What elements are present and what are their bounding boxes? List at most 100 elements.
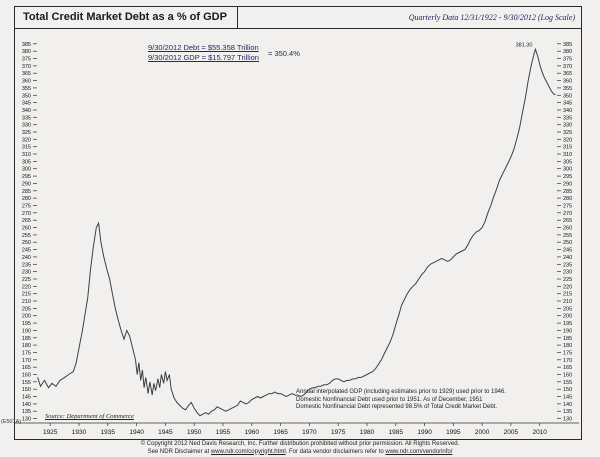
y-tick-label: 350 (563, 93, 572, 99)
y-tick-label: 345 (563, 101, 572, 107)
chart-frame: Total Credit Market Debt as a % of GDP Q… (14, 6, 582, 440)
y-tick-label: 230 (563, 270, 572, 276)
x-tick-label: 1995 (446, 429, 461, 436)
y-tick-label: 380 (563, 49, 572, 55)
y-tick-label: 310 (22, 152, 31, 158)
y-tick-label: 220 (563, 284, 572, 290)
y-tick-label: 330 (563, 123, 572, 129)
x-tick-label: 1940 (129, 429, 144, 436)
y-tick-label: 335 (22, 115, 31, 121)
debt-gdp-lines: 9/30/2012 Debt = $55.358 Trillion 9/30/2… (148, 43, 259, 63)
x-tick-label: 1990 (417, 429, 432, 436)
debt-gdp-ratio-label: = 350.4% (267, 48, 300, 58)
chart-header: Total Credit Market Debt as a % of GDP Q… (15, 7, 581, 29)
y-tick-label: 215 (22, 292, 31, 298)
copyright-link[interactable]: www.ndr.com/copyright.html (210, 448, 286, 455)
y-tick-label: 260 (563, 226, 572, 232)
y-tick-label: 280 (22, 196, 31, 202)
y-tick-label: 300 (22, 167, 31, 173)
y-tick-label: 185 (563, 336, 572, 342)
y-tick-label: 375 (22, 57, 31, 63)
y-tick-label: 165 (563, 365, 572, 371)
chart-subtitle: Quarterly Data 12/31/1922 - 9/30/2012 (L… (408, 13, 575, 22)
y-tick-label: 255 (563, 233, 572, 239)
y-tick-label: 240 (22, 255, 31, 261)
y-tick-label: 225 (563, 277, 572, 283)
y-tick-label: 145 (22, 395, 31, 401)
y-tick-label: 310 (563, 152, 572, 158)
y-tick-label: 275 (22, 204, 31, 210)
y-tick-label: 340 (563, 108, 572, 114)
y-tick-label: 330 (22, 123, 31, 129)
x-tick-label: 2000 (475, 429, 490, 436)
y-tick-label: 235 (563, 262, 572, 268)
y-tick-label: 335 (563, 115, 572, 121)
x-tick-label: 1985 (389, 429, 404, 436)
source-label: Source: Department of Commerce (45, 413, 134, 420)
y-tick-label: 200 (22, 314, 31, 320)
y-tick-label: 275 (563, 204, 572, 210)
vendorinfo-link[interactable]: www.ndr.com/vendorinfo/ (385, 448, 453, 455)
y-tick-label: 325 (22, 130, 31, 136)
x-tick-label: 1945 (158, 429, 173, 436)
y-tick-label: 150 (563, 387, 572, 393)
y-tick-label: 385 (563, 42, 572, 48)
y-tick-label: 205 (563, 306, 572, 312)
y-tick-label: 385 (22, 42, 31, 48)
x-tick-label: 1970 (302, 429, 317, 436)
y-tick-label: 270 (22, 211, 31, 217)
gdp-value-label: 9/30/2012 GDP = $15.797 Trillion (148, 53, 259, 62)
y-tick-label: 295 (22, 174, 31, 180)
x-tick-label: 2005 (504, 429, 519, 436)
copyright-line: © Copyright 2012 Ned Davis Research, Inc… (140, 441, 460, 447)
y-tick-label: 295 (563, 174, 572, 180)
y-tick-label: 195 (22, 321, 31, 327)
y-tick-label: 250 (22, 240, 31, 246)
x-tick-label: 2010 (532, 429, 547, 436)
y-tick-label: 265 (563, 218, 572, 224)
y-tick-label: 265 (22, 218, 31, 224)
y-tick-label: 135 (563, 409, 572, 415)
x-tick-label: 1965 (273, 429, 288, 436)
y-tick-label: 215 (563, 292, 572, 298)
y-tick-label: 325 (563, 130, 572, 136)
y-tick-label: 185 (22, 336, 31, 342)
x-tick-label: 1960 (245, 429, 260, 436)
y-tick-label: 270 (563, 211, 572, 217)
y-tick-label: 290 (22, 181, 31, 187)
y-tick-label: 180 (563, 343, 572, 349)
y-tick-label: 245 (22, 248, 31, 254)
x-tick-label: 1935 (101, 429, 116, 436)
chart-title: Total Credit Market Debt as a % of GDP (23, 11, 227, 23)
y-tick-label: 195 (563, 321, 572, 327)
y-tick-label: 190 (22, 328, 31, 334)
y-tick-label: 175 (22, 351, 31, 357)
y-tick-label: 200 (563, 314, 572, 320)
y-tick-label: 375 (563, 57, 572, 63)
y-tick-label: 155 (22, 380, 31, 386)
peak-value-label: 381.30 (516, 42, 533, 48)
y-tick-label: 145 (563, 395, 572, 401)
y-tick-label: 245 (563, 248, 572, 254)
y-tick-label: 140 (563, 402, 572, 408)
x-tick-label: 1950 (187, 429, 202, 436)
note-line-3: Domestic Nonfinancial Debt represented 9… (296, 404, 497, 410)
y-tick-label: 370 (22, 64, 31, 70)
y-tick-label: 320 (563, 137, 572, 143)
debt-value-label: 9/30/2012 Debt = $55.358 Trillion (148, 43, 259, 52)
y-tick-label: 380 (22, 49, 31, 55)
chart-body: 130 130 135 135 140 140 145 145 150 150 155 155 160 1… (15, 29, 581, 437)
y-tick-label: 315 (563, 145, 572, 151)
y-tick-label: 355 (563, 86, 572, 92)
y-tick-label: 160 (22, 373, 31, 379)
note-line-2: Domestic Nonfinancial Debt used prior to… (296, 396, 483, 403)
y-tick-label: 140 (22, 402, 31, 408)
y-tick-label: 340 (22, 108, 31, 114)
y-tick-label: 130 (22, 417, 31, 423)
chart-title-box: Total Credit Market Debt as a % of GDP (15, 7, 238, 28)
y-tick-label: 305 (22, 159, 31, 165)
y-tick-label: 365 (22, 71, 31, 77)
y-tick-label: 165 (22, 365, 31, 371)
y-tick-label: 235 (22, 262, 31, 268)
disclaimer-text-1: See NDR Disclaimer at (147, 448, 211, 455)
